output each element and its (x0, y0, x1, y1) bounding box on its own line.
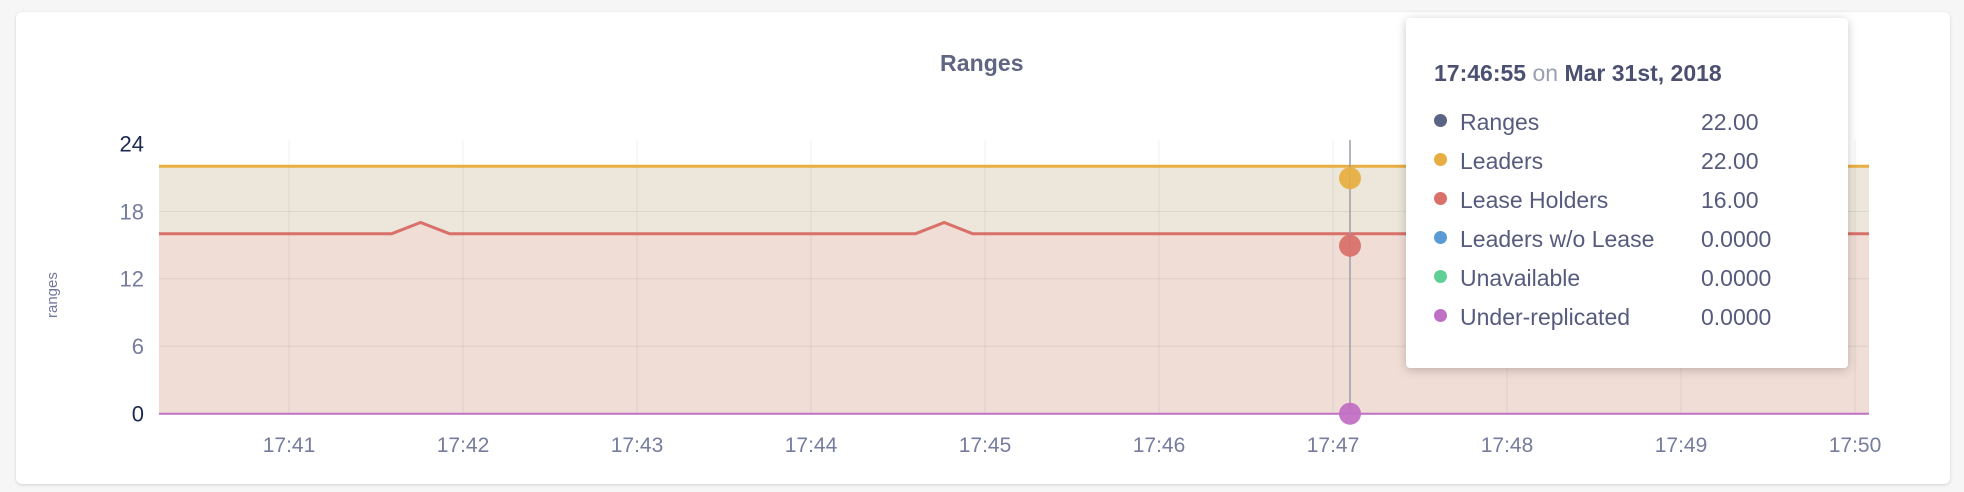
svg-text:17:45: 17:45 (959, 434, 1012, 457)
svg-text:18: 18 (120, 200, 144, 225)
svg-text:17:43: 17:43 (611, 434, 664, 457)
svg-text:17:46: 17:46 (1133, 434, 1186, 457)
svg-text:17:41: 17:41 (263, 434, 316, 457)
svg-text:17:42: 17:42 (437, 434, 490, 457)
svg-text:17:49: 17:49 (1655, 434, 1708, 457)
svg-text:17:50: 17:50 (1829, 434, 1882, 457)
svg-text:6: 6 (132, 334, 144, 359)
svg-text:17:47: 17:47 (1307, 434, 1360, 457)
svg-text:17:44: 17:44 (785, 434, 838, 457)
svg-text:0: 0 (132, 402, 144, 427)
svg-text:24: 24 (120, 132, 144, 157)
svg-text:17:48: 17:48 (1481, 434, 1534, 457)
svg-text:12: 12 (120, 267, 144, 292)
